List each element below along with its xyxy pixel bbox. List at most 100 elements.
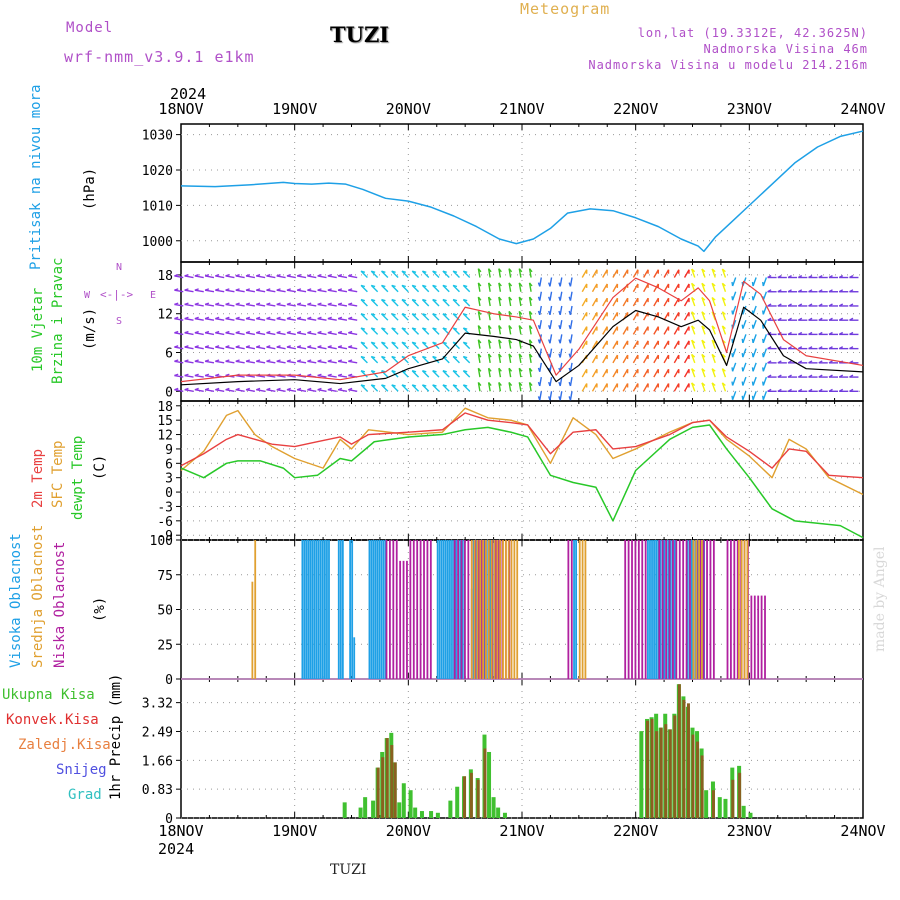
wind-arrow (569, 376, 573, 387)
cloud-ylabel-3: Niska Oblacnost (52, 541, 68, 668)
wind-arrow (215, 303, 225, 307)
wind-arrow-head (751, 324, 754, 329)
wind-arrow (194, 346, 204, 350)
wind-arrow (752, 291, 757, 301)
wind-arrow-head (711, 296, 716, 301)
high-cloud-bar (575, 540, 577, 679)
low-cloud-bar (460, 540, 463, 679)
wind-arrow-head (266, 302, 271, 306)
wind-arrow (701, 368, 706, 378)
wind-arrow-head (711, 282, 716, 287)
wind-arrow-head (317, 373, 322, 377)
wind-arrow (477, 268, 481, 278)
wind-arrow-head (194, 330, 199, 334)
wind-arrow-head (432, 355, 437, 359)
wind-arrow-head (787, 331, 792, 336)
wind-arrow (297, 275, 307, 279)
wind-arrow (235, 346, 245, 350)
high-cloud-bar (353, 637, 356, 679)
high-cloud-bar (455, 540, 457, 679)
wind-arrow (381, 327, 389, 335)
wind-arrow-head (721, 353, 726, 358)
wind-arrow (653, 383, 659, 392)
wind-arrow (691, 325, 696, 335)
wind-arrow (286, 275, 296, 279)
wind-arrow-head (276, 274, 281, 277)
wind-arrow-head (741, 353, 744, 358)
wind-arrow (549, 391, 553, 401)
low-cloud-bar (736, 540, 739, 679)
wind-arrow (559, 334, 563, 344)
wind-arrow-head (204, 359, 210, 362)
wind-arrow (591, 368, 598, 378)
wind-arrow (539, 277, 543, 287)
wind-arrow (317, 275, 327, 279)
wind-arrow-head (508, 296, 513, 301)
wind-arrow (508, 282, 512, 292)
wind-arrow-head (317, 330, 322, 334)
wind-arrow (245, 289, 256, 293)
wind-arrow-head (266, 316, 271, 320)
wind-arrow (401, 370, 409, 378)
wind-arrow-head (276, 330, 281, 334)
wind-arrow (266, 374, 276, 378)
wind-arrow (327, 317, 337, 321)
high-cloud-bar (649, 540, 651, 679)
wind-arrow-head (174, 373, 179, 377)
wind-arrow-head (528, 282, 533, 287)
total-precip-bar (741, 805, 746, 818)
wind-arrow (194, 374, 204, 378)
mid-cloud-bar (578, 540, 581, 679)
wind-arrow (360, 384, 368, 392)
conv-precip-bar (650, 718, 654, 818)
wind-arrow (622, 383, 629, 392)
wind-arrow (391, 284, 399, 293)
wind-arrow-head (828, 317, 833, 321)
wind-arrow-head (327, 302, 332, 306)
wind-arrow (612, 368, 619, 378)
wind-arrow-head (797, 360, 803, 364)
wind-arrow (401, 355, 409, 364)
wind-arrow-head (828, 360, 833, 364)
high-cloud-bar (489, 540, 492, 679)
wind-arrow-head (296, 345, 302, 348)
total-precip-bar (723, 798, 728, 818)
wind-arrow-head (204, 387, 210, 391)
total-precip-bar (448, 800, 453, 818)
conv-precip-bar (711, 790, 715, 818)
wind-arrow (297, 346, 307, 350)
wind-arrow-head (256, 359, 261, 362)
wind-arrow-head (818, 388, 823, 392)
wind-arrow (442, 299, 450, 307)
wind-arrow-head (194, 345, 199, 348)
wind-arrow (701, 283, 706, 292)
wind-arrow-head (327, 373, 332, 377)
compass-s-icon: S (116, 316, 123, 327)
pressure-line (180, 130, 864, 253)
wind-arrow-head (838, 331, 844, 336)
compass-arrows-icon: <-|-> (100, 288, 134, 301)
high-cloud-bar (653, 540, 655, 679)
wind-arrow-head (528, 296, 533, 301)
wind-arrow-head (528, 310, 533, 315)
wind-arrow-head (528, 367, 533, 372)
wind-arrow-head (194, 359, 199, 362)
wind-arrow-head (371, 284, 376, 288)
wind-arrow-head (548, 325, 551, 330)
wind-arrow-head (537, 367, 541, 372)
compass-n-icon: N (116, 262, 123, 273)
wind-arrow (276, 360, 286, 364)
wind-arrow (266, 317, 276, 321)
low-cloud-bar (634, 540, 637, 679)
wind-arrow-head (701, 339, 706, 344)
wind-arrow (581, 383, 588, 392)
wind-arrow-head (548, 282, 551, 287)
wind-arrow (174, 389, 184, 392)
wind-arrow-head (452, 355, 458, 359)
wind-arrow (174, 332, 184, 336)
wind-arrow (401, 384, 409, 392)
legend-snow: Snijeg (56, 762, 107, 778)
wind-arrow (432, 355, 440, 364)
wind-arrow (360, 284, 368, 293)
wind-arrow (683, 326, 690, 335)
